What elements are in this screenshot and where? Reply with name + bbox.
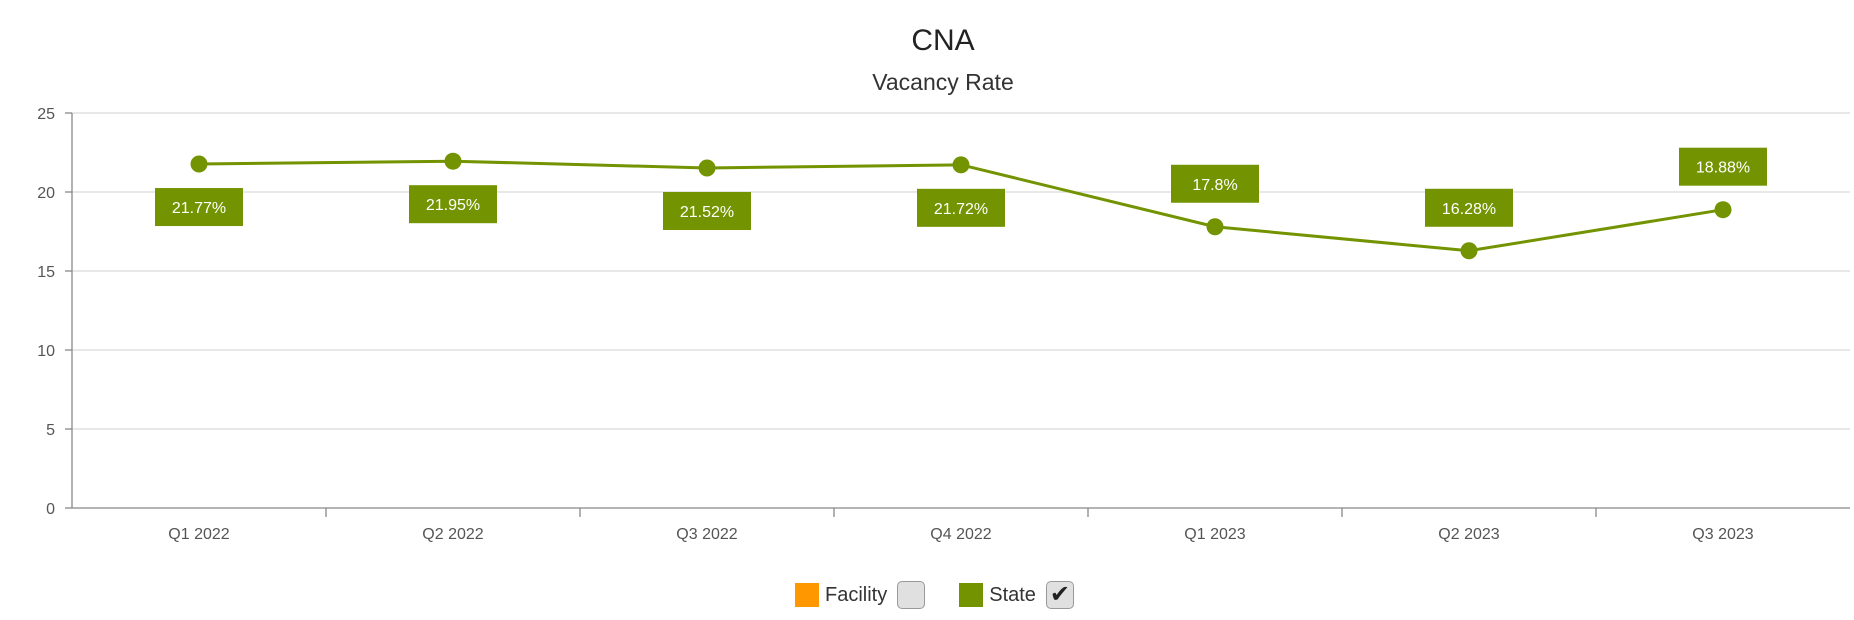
y-tick-label: 20 xyxy=(37,185,55,202)
data-point xyxy=(952,156,970,174)
x-tick-label: Q3 2022 xyxy=(676,526,737,543)
x-tick-label: Q4 2022 xyxy=(930,526,991,543)
x-tick-label: Q1 2023 xyxy=(1184,526,1245,543)
data-point xyxy=(190,155,208,173)
x-tick-label: Q1 2022 xyxy=(168,526,229,543)
chart-title: CNA xyxy=(911,24,974,57)
legend-checkbox-facility[interactable] xyxy=(897,581,926,609)
legend-label-facility: Facility xyxy=(825,583,888,606)
x-tick-label: Q3 2023 xyxy=(1692,526,1753,543)
data-label: 21.52% xyxy=(680,204,734,221)
data-label-box xyxy=(1679,147,1767,186)
y-tick-label: 5 xyxy=(46,422,55,439)
x-tick-label: Q2 2023 xyxy=(1438,526,1499,543)
legend-item-facility[interactable]: Facility xyxy=(795,581,926,609)
data-label: 17.8% xyxy=(1192,177,1237,194)
y-tick-label: 10 xyxy=(37,343,55,360)
y-tick-label: 25 xyxy=(37,106,55,123)
data-label-box xyxy=(1171,164,1259,203)
data-label: 16.28% xyxy=(1442,201,1496,218)
data-point xyxy=(1714,201,1732,219)
data-label-box xyxy=(663,191,751,230)
data-point xyxy=(444,152,462,170)
data-label-box xyxy=(1425,188,1513,227)
legend-checkbox-state[interactable]: ✔ xyxy=(1045,581,1074,609)
legend-label-state: State xyxy=(989,583,1036,606)
data-label-box xyxy=(155,188,243,227)
data-label: 21.77% xyxy=(172,200,226,217)
legend: Facility State ✔ xyxy=(795,580,1108,610)
y-tick-label: 0 xyxy=(46,501,55,518)
data-label: 18.88% xyxy=(1696,160,1750,177)
axes: 0 5 10 15 20 25 Q1 2022 Q2 2022 Q3 2022 Q4 2022 Q1… xyxy=(37,106,1850,543)
chart-subtitle: Vacancy Rate xyxy=(872,69,1013,95)
data-point xyxy=(1206,218,1224,236)
x-tick-label: Q2 2022 xyxy=(422,526,483,543)
gridlines xyxy=(72,112,1850,430)
y-tick-label: 15 xyxy=(37,264,55,281)
data-labels: 21.77% 21.95% 21.52% 21.72% 17.8% 16.28% 18.88… xyxy=(155,147,1767,230)
series-state xyxy=(190,152,1732,260)
legend-swatch-state xyxy=(959,583,984,607)
data-point xyxy=(1460,242,1478,260)
data-label: 21.72% xyxy=(934,201,988,218)
data-label-box xyxy=(409,185,497,224)
legend-item-state[interactable]: State ✔ xyxy=(959,581,1074,609)
data-point xyxy=(698,159,716,177)
legend-swatch-facility xyxy=(795,583,819,607)
data-label-box xyxy=(917,188,1005,227)
data-label: 21.95% xyxy=(426,197,480,214)
